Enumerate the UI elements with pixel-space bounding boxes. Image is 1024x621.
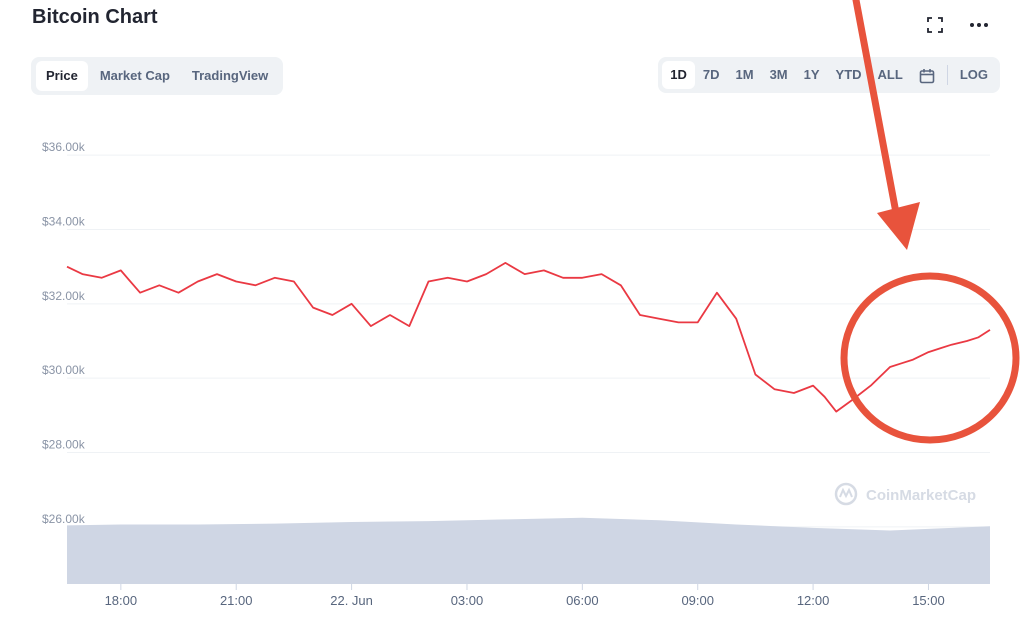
- page-title: Bitcoin Chart: [32, 6, 158, 28]
- more-dots-icon[interactable]: [968, 14, 990, 36]
- tab-tradingview[interactable]: TradingView: [191, 68, 269, 83]
- range-selector: 1D 7D 1M 3M 1Y YTD ALL LOG: [658, 57, 1000, 93]
- y-tick-label: $34.00k: [42, 215, 86, 229]
- x-tick-label: 03:00: [451, 593, 484, 608]
- volume-area-group: [67, 517, 990, 584]
- fullscreen-icon[interactable]: [924, 14, 946, 36]
- x-axis-ticks: 18:00 21:00 22. Jun 03:00 06:00 09:00 12:00 15:…: [105, 584, 945, 608]
- annotation-circle: [840, 272, 1020, 444]
- view-tabs: Price Market Cap TradingView: [31, 57, 284, 95]
- chart-grid: [67, 154, 990, 528]
- x-tick-label: 21:00: [220, 593, 253, 608]
- annotation-arrow-shaft: [852, 0, 901, 222]
- tab-market-cap[interactable]: Market Cap: [99, 68, 170, 83]
- range-1y[interactable]: 1Y: [803, 67, 820, 82]
- coinmarketcap-logo-icon: [834, 482, 858, 506]
- y-tick-label: $26.00k: [42, 512, 86, 526]
- x-tick-label: 12:00: [797, 593, 830, 608]
- tab-price[interactable]: Price: [36, 61, 88, 91]
- y-tick-label: $32.00k: [42, 289, 86, 303]
- y-tick-label: $30.00k: [42, 363, 86, 377]
- x-tick-label: 06:00: [566, 593, 599, 608]
- range-all[interactable]: ALL: [877, 67, 903, 82]
- range-ytd[interactable]: YTD: [835, 67, 862, 82]
- coinmarketcap-logo-mark: [839, 487, 853, 499]
- range-1m[interactable]: 1M: [735, 67, 754, 82]
- x-tick-label: 22. Jun: [330, 593, 373, 608]
- x-tick-label: 15:00: [912, 593, 945, 608]
- range-3m[interactable]: 3M: [769, 67, 788, 82]
- price-line: [66, 262, 991, 413]
- calendar-icon[interactable]: [911, 61, 943, 89]
- volume-area: [67, 517, 990, 584]
- x-tick-label: 09:00: [681, 593, 714, 608]
- x-tick-label: 18:00: [105, 593, 138, 608]
- range-divider: [946, 65, 948, 85]
- watermark-text: CoinMarketCap: [866, 487, 976, 504]
- annotation-arrow-head: [877, 202, 920, 250]
- y-tick-label: $36.00k: [42, 140, 86, 154]
- y-axis-ticks: $26.00k $28.00k $30.00k $32.00k $34.00k $36.0…: [42, 140, 86, 526]
- y-tick-label: $28.00k: [42, 438, 86, 452]
- watermark-group: CoinMarketCap: [834, 482, 976, 506]
- price-series-group: [66, 262, 991, 413]
- log-toggle[interactable]: LOG: [959, 67, 988, 82]
- range-1d[interactable]: 1D: [662, 61, 695, 89]
- top-actions: [924, 14, 990, 36]
- annotation-group: [840, 0, 1020, 444]
- range-7d[interactable]: 7D: [702, 67, 720, 82]
